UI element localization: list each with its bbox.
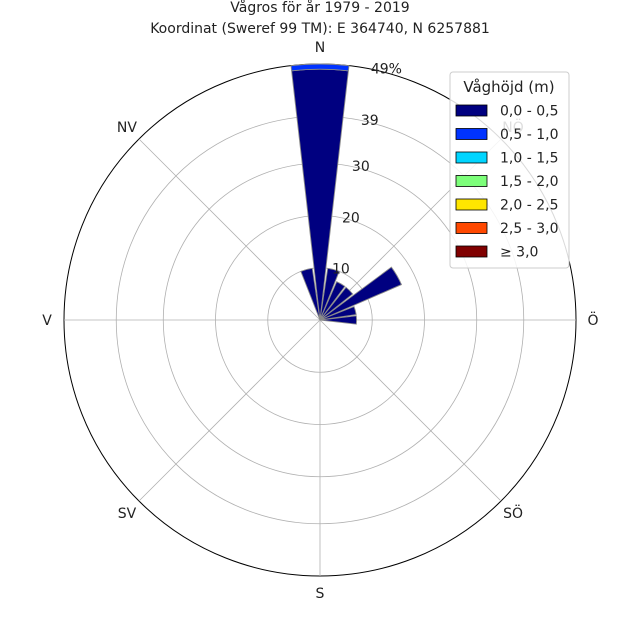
wave-bar [319, 266, 403, 321]
radial-tick-label: 20 [342, 210, 360, 226]
grid-spoke [138, 138, 321, 321]
wave-bar [300, 267, 321, 321]
radial-tick-label: 30 [352, 159, 370, 175]
grid-spoke [138, 319, 321, 502]
wave-bar [319, 315, 358, 325]
radial-tick-label: 10 [332, 262, 350, 278]
legend-frame [449, 71, 570, 269]
wave-bar [319, 281, 346, 321]
legend-swatch [455, 245, 488, 258]
legend-label: 2,5 - 3,0 [500, 221, 558, 237]
legend-swatch [455, 104, 488, 117]
direction-label: Ö [587, 311, 598, 329]
legend-label: ≥ 3,0 [500, 245, 538, 261]
radial-tick-label: 39 [361, 113, 379, 129]
polar-grid [63, 63, 577, 577]
wave-bar [290, 63, 350, 72]
legend: Våghöjd (m) 0,0 - 0,5 0,5 - 1,0 1,0 - 1,5 1… [449, 71, 570, 269]
legend-swatch [455, 128, 488, 140]
legend-label: 0,5 - 1,0 [500, 127, 558, 143]
chart-subtitle: Koordinat (Sweref 99 TM): E 364740, N 62… [150, 21, 490, 37]
direction-label: S [316, 586, 325, 602]
radial-tick-label: 49% [371, 62, 402, 78]
legend-label: 0,0 - 0,5 [500, 104, 558, 120]
wave-bar [319, 267, 340, 321]
legend-swatch [455, 222, 488, 234]
wave-bar [319, 286, 354, 321]
wave-rose-bars [290, 63, 403, 325]
wave-bar [291, 68, 349, 321]
legend-label: 2,0 - 2,5 [500, 198, 558, 214]
legend-items: 0,0 - 0,5 0,5 - 1,0 1,0 - 1,5 1,5 - 2,0 2,0 … [455, 104, 558, 261]
legend-swatch [455, 151, 488, 164]
direction-label: V [42, 313, 52, 329]
chart-title: Vågros för år 1979 - 2019 [230, 0, 409, 16]
grid-spoke [319, 319, 502, 502]
direction-label: N [315, 40, 325, 56]
legend-swatch [455, 175, 488, 187]
direction-label: SÖ [503, 504, 523, 522]
legend-label: 1,5 - 2,0 [500, 174, 558, 190]
legend-swatch [455, 198, 488, 211]
wave-bar [319, 306, 357, 321]
direction-label: NV [117, 120, 137, 136]
direction-label: SV [118, 506, 137, 522]
legend-title: Våghöjd (m) [463, 78, 554, 96]
legend-label: 1,0 - 1,5 [500, 151, 558, 167]
